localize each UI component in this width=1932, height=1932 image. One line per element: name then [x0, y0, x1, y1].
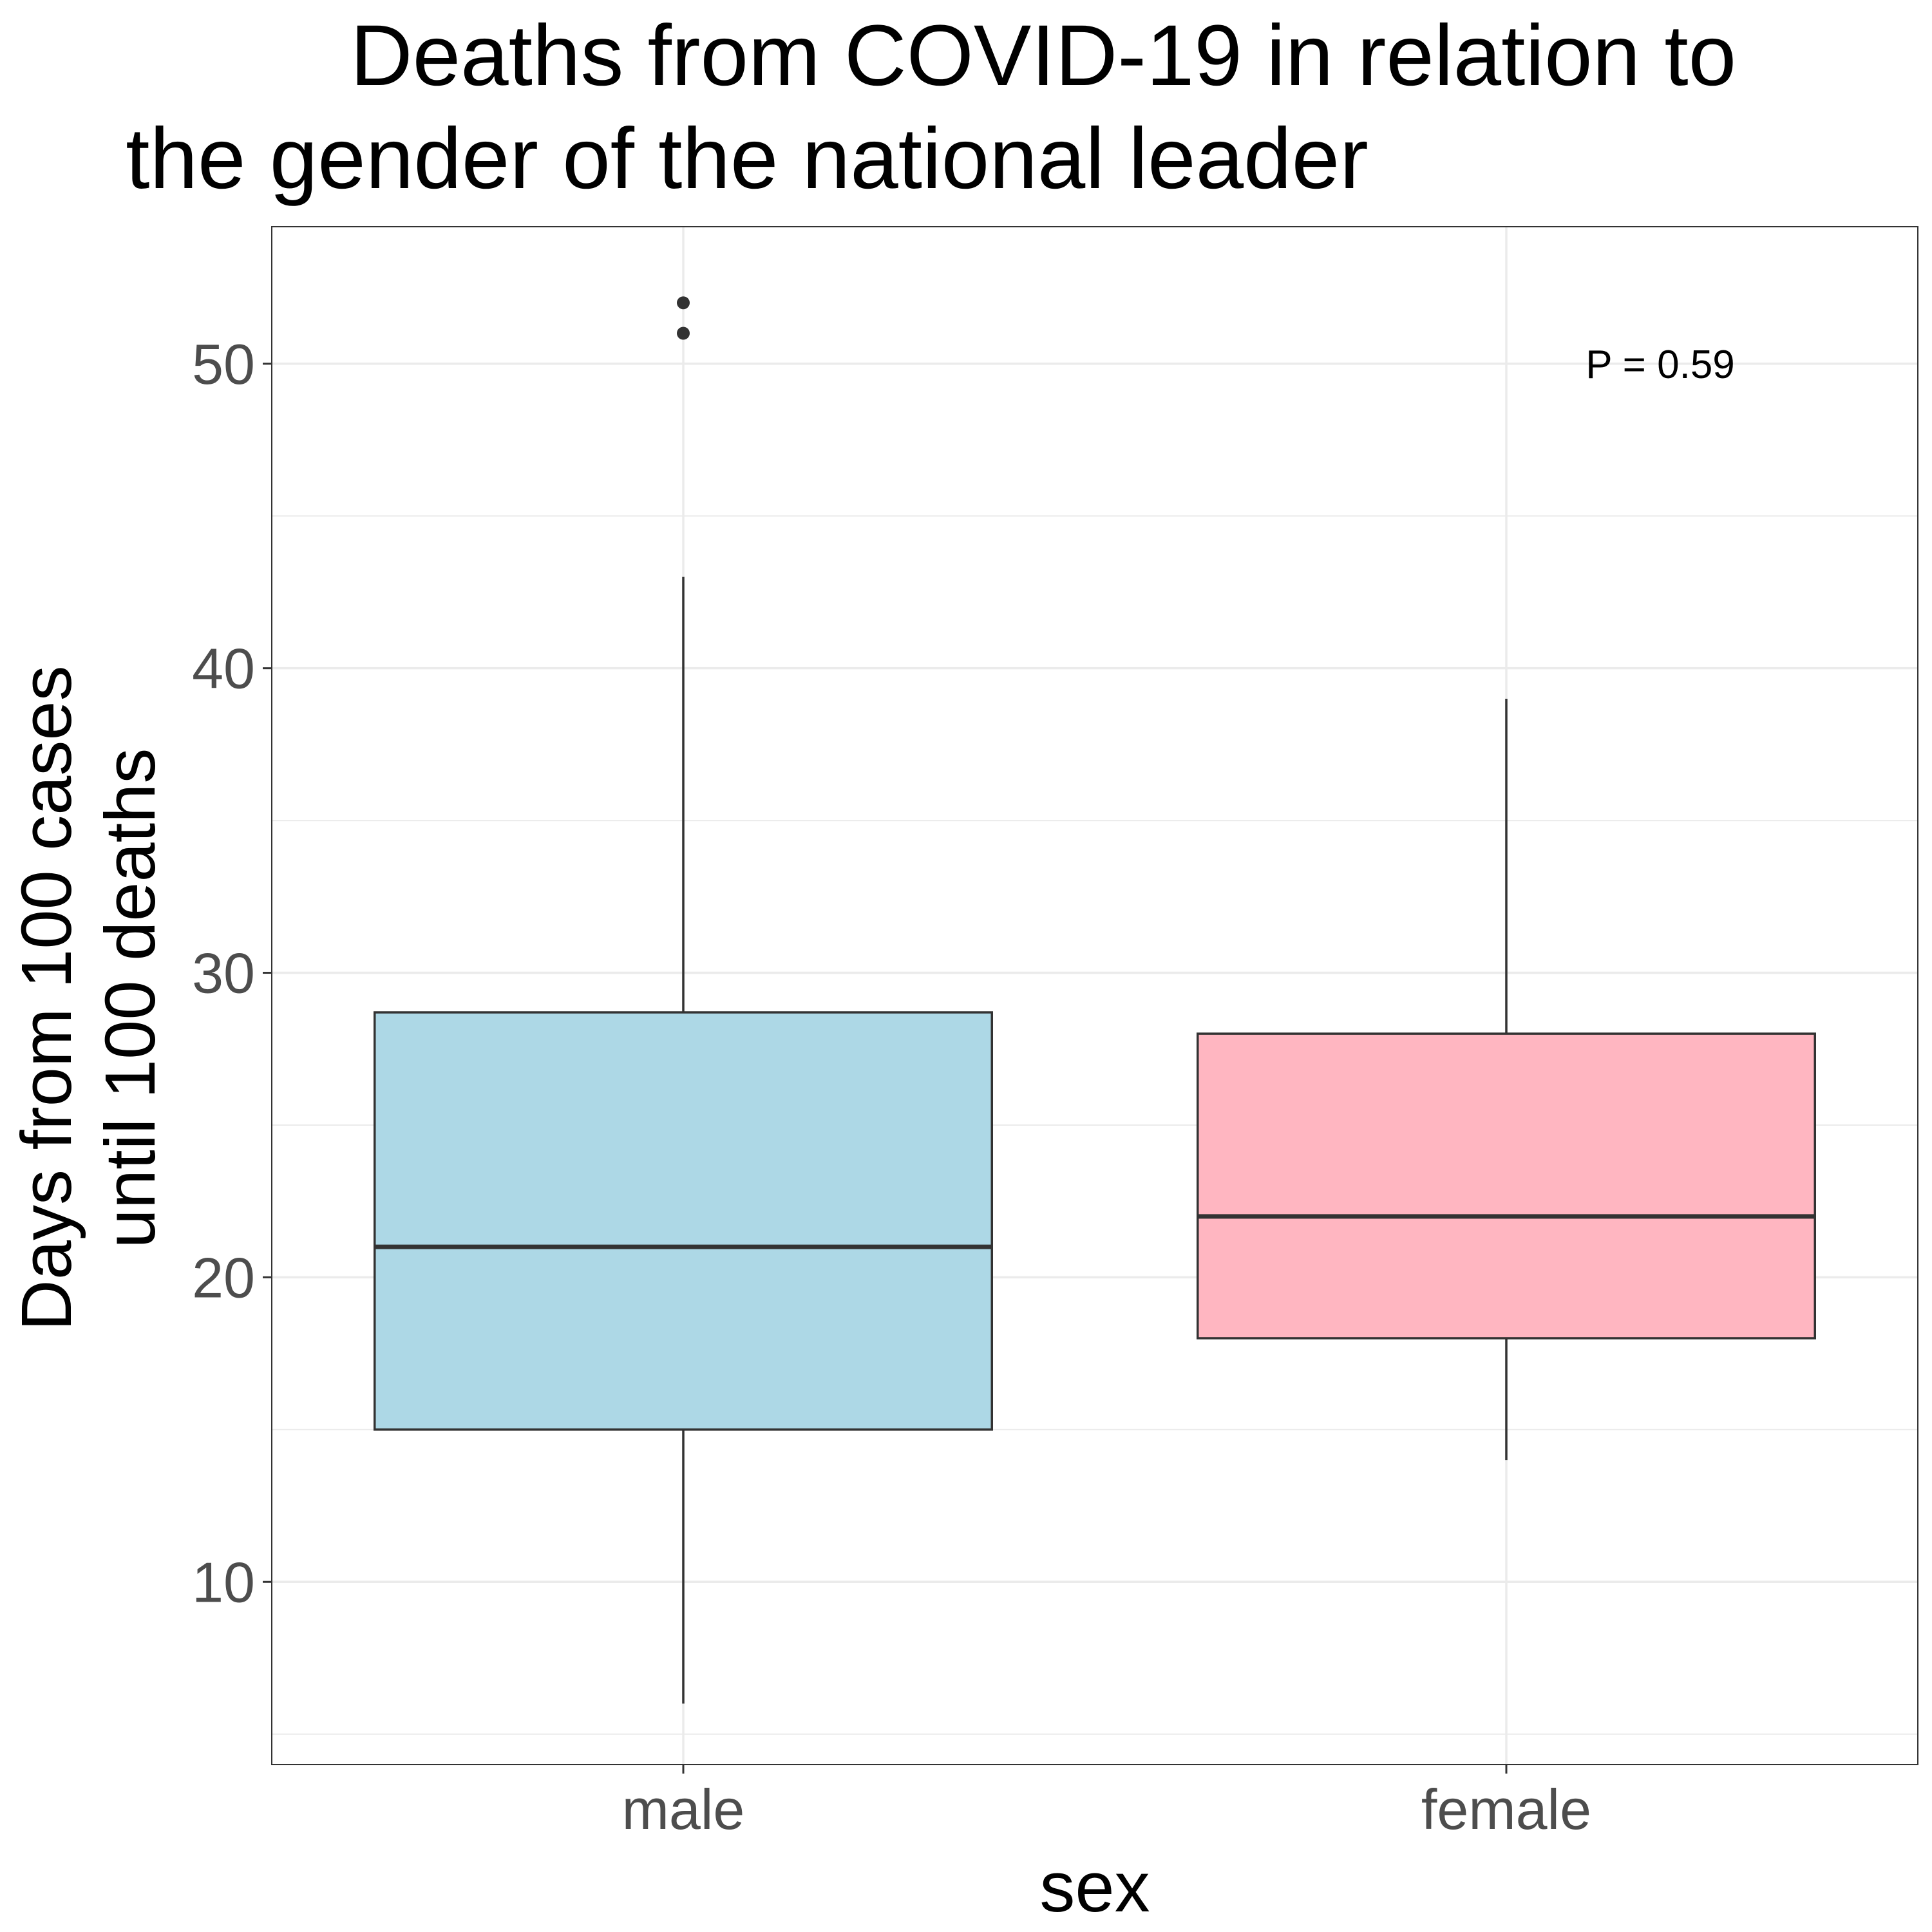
boxplot-male	[374, 296, 993, 1704]
plot-panel-border	[271, 226, 1918, 1765]
chart-title-line-2: the gender of the national leader	[126, 111, 1368, 207]
gridlines	[272, 227, 1918, 1765]
box-iqr	[1197, 1032, 1816, 1340]
y-tick-label: 30	[192, 942, 255, 1005]
box-iqr	[374, 1011, 993, 1431]
y-tick-label: 50	[192, 332, 255, 396]
outlier-point	[677, 296, 690, 310]
outlier-point	[677, 327, 690, 340]
annotations: P = 0.59	[1586, 343, 1735, 387]
y-axis: 10 20 30 40 50	[192, 332, 272, 1614]
x-tick-label-male: male	[622, 1777, 745, 1841]
y-tick-label: 20	[192, 1245, 255, 1309]
y-tick-label: 10	[192, 1550, 255, 1614]
y-axis-title-line-1: Days from 100 cases	[7, 665, 86, 1331]
x-axis: male female	[622, 1765, 1591, 1841]
x-tick-label-female: female	[1421, 1777, 1591, 1841]
x-axis-title: sex	[1039, 1848, 1150, 1927]
chart-title-line-1: Deaths from COVID-19 in relation to	[350, 8, 1736, 104]
boxplots	[374, 296, 1816, 1704]
p-value-annotation: P = 0.59	[1586, 343, 1735, 387]
y-tick-label: 40	[192, 637, 255, 701]
y-axis-title-line-2: until 100 deaths	[91, 748, 170, 1249]
boxplot-female	[1197, 698, 1816, 1461]
